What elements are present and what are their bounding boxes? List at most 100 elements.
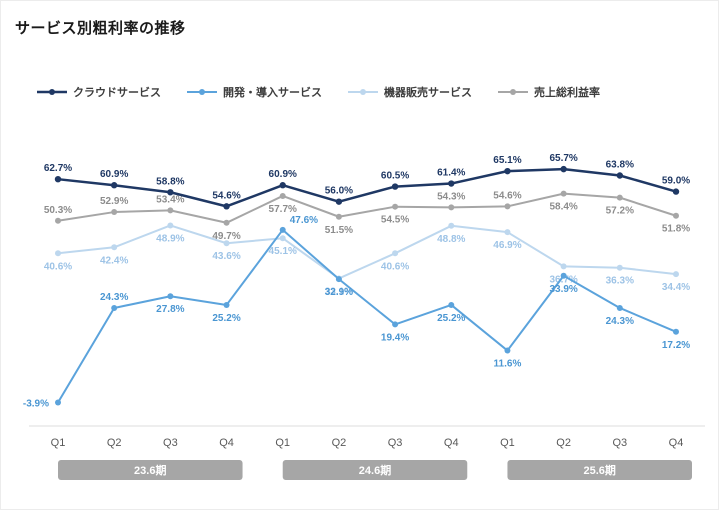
chart-title: サービス別粗利率の推移 xyxy=(15,20,186,37)
data-point-label: 40.6% xyxy=(44,261,72,272)
legend-line-marker-icon xyxy=(187,89,217,95)
data-point-marker xyxy=(560,263,567,270)
period-band xyxy=(507,460,692,480)
data-point-marker xyxy=(223,203,230,210)
data-point-marker xyxy=(616,304,623,311)
data-point-label: 50.3% xyxy=(44,205,72,216)
data-point-label: 60.9% xyxy=(269,169,297,180)
data-point-marker xyxy=(673,271,679,278)
data-point-label: 42.4% xyxy=(100,255,128,266)
x-tick-label: Q3 xyxy=(388,437,403,449)
data-point-label: 58.8% xyxy=(156,176,184,187)
data-point-marker xyxy=(167,293,174,300)
data-point-label: 62.7% xyxy=(44,163,72,174)
gross-margin-chart: Q1 Q2 Q3 Q4 Q1 Q2 Q3 Q4 Q1 Q2 Q3 Q4 23.6期 24.6期 25.6期 4… xyxy=(23,153,705,480)
data-point-marker xyxy=(223,219,230,226)
data-point-label: 46.9% xyxy=(493,240,521,251)
data-point-marker xyxy=(167,189,174,196)
data-point-marker xyxy=(448,222,455,229)
series-line-2 xyxy=(57,224,677,280)
data-point-marker xyxy=(111,304,118,311)
data-point-label: 51.5% xyxy=(325,225,353,236)
legend-line-marker-icon xyxy=(37,89,67,95)
data-point-label: 54.6% xyxy=(212,190,240,201)
data-point-marker xyxy=(504,203,511,210)
data-point-marker xyxy=(560,272,567,279)
data-point-label: 33.1% xyxy=(325,286,353,297)
data-point-marker xyxy=(55,217,61,224)
period-band xyxy=(58,460,243,480)
data-point-label: 58.4% xyxy=(549,202,577,213)
data-point-marker xyxy=(673,212,679,219)
data-point-marker xyxy=(223,240,230,247)
data-point-marker xyxy=(110,182,118,189)
data-point-marker xyxy=(392,250,399,257)
data-point-marker xyxy=(54,175,62,183)
x-tick-label: Q4 xyxy=(219,437,234,449)
data-point-marker xyxy=(55,250,61,257)
data-point-label: 33.9% xyxy=(549,284,577,295)
data-point-marker xyxy=(392,321,399,328)
legend-item-label: 開発・導入サービス xyxy=(223,87,322,99)
legend-item-label: クラウドサービス xyxy=(73,87,161,99)
data-point-marker xyxy=(167,207,174,214)
data-point-marker xyxy=(167,222,174,229)
data-point-label: 65.1% xyxy=(493,155,521,166)
legend-item-3: 売上総利益率 xyxy=(498,84,600,100)
legend-line-marker-icon xyxy=(498,89,528,95)
x-tick-label: Q1 xyxy=(51,437,66,449)
legend-item-label: 売上総利益率 xyxy=(534,87,600,99)
series-line-1 xyxy=(57,228,677,404)
x-tick-label: Q4 xyxy=(444,437,459,449)
data-point-label: 48.8% xyxy=(437,234,465,245)
data-point-label: 40.6% xyxy=(381,261,409,272)
data-point-marker xyxy=(391,183,399,190)
data-point-label: 25.2% xyxy=(212,313,240,324)
data-point-marker xyxy=(279,235,286,242)
data-point-label: 45.1% xyxy=(269,246,297,257)
data-point-label: 52.9% xyxy=(100,196,128,207)
x-tick-label: Q2 xyxy=(332,437,347,449)
data-point-marker xyxy=(504,229,511,236)
data-point-label: 36.3% xyxy=(606,276,634,287)
data-point-label: 63.8% xyxy=(606,160,634,171)
x-tick-label: Q1 xyxy=(275,437,290,449)
series-line-3 xyxy=(57,192,677,224)
data-point-label: 43.6% xyxy=(212,251,240,262)
legend-line-marker-icon xyxy=(348,89,378,95)
data-point-marker xyxy=(279,192,286,199)
data-point-label: 54.3% xyxy=(437,191,465,202)
data-point-marker xyxy=(672,188,680,195)
data-point-label: 47.6% xyxy=(290,215,318,226)
data-point-label: 57.7% xyxy=(269,204,297,215)
data-point-label: 36.7% xyxy=(549,274,577,285)
data-point-label: 19.4% xyxy=(381,332,409,343)
data-point-label: 24.3% xyxy=(606,316,634,327)
data-point-marker xyxy=(279,182,286,189)
x-tick-label: Q4 xyxy=(669,437,684,449)
x-tick-label: Q3 xyxy=(612,437,627,449)
data-point-marker xyxy=(504,347,511,354)
data-point-marker xyxy=(560,165,567,173)
legend-item-2: 機器販売サービス xyxy=(348,84,472,100)
data-point-marker xyxy=(223,301,230,308)
data-point-marker xyxy=(616,264,623,271)
data-point-label: 49.7% xyxy=(212,231,240,242)
x-tick-label: Q2 xyxy=(556,437,571,449)
period-label: 24.6期 xyxy=(359,463,391,477)
data-point-marker xyxy=(504,167,511,175)
data-point-label: 60.9% xyxy=(100,169,128,180)
data-point-marker xyxy=(335,213,342,220)
data-point-marker xyxy=(111,244,118,251)
data-point-marker xyxy=(279,226,286,233)
data-point-label: 57.2% xyxy=(606,206,634,217)
data-point-marker xyxy=(448,180,455,187)
data-point-marker xyxy=(335,198,343,205)
data-point-marker xyxy=(448,204,455,211)
data-point-marker xyxy=(55,399,61,406)
data-point-marker xyxy=(392,203,399,210)
data-point-label: 48.9% xyxy=(156,233,184,244)
data-point-label: 51.8% xyxy=(662,224,690,235)
data-point-label: 54.6% xyxy=(493,190,521,201)
data-point-label: 65.7% xyxy=(549,153,577,164)
